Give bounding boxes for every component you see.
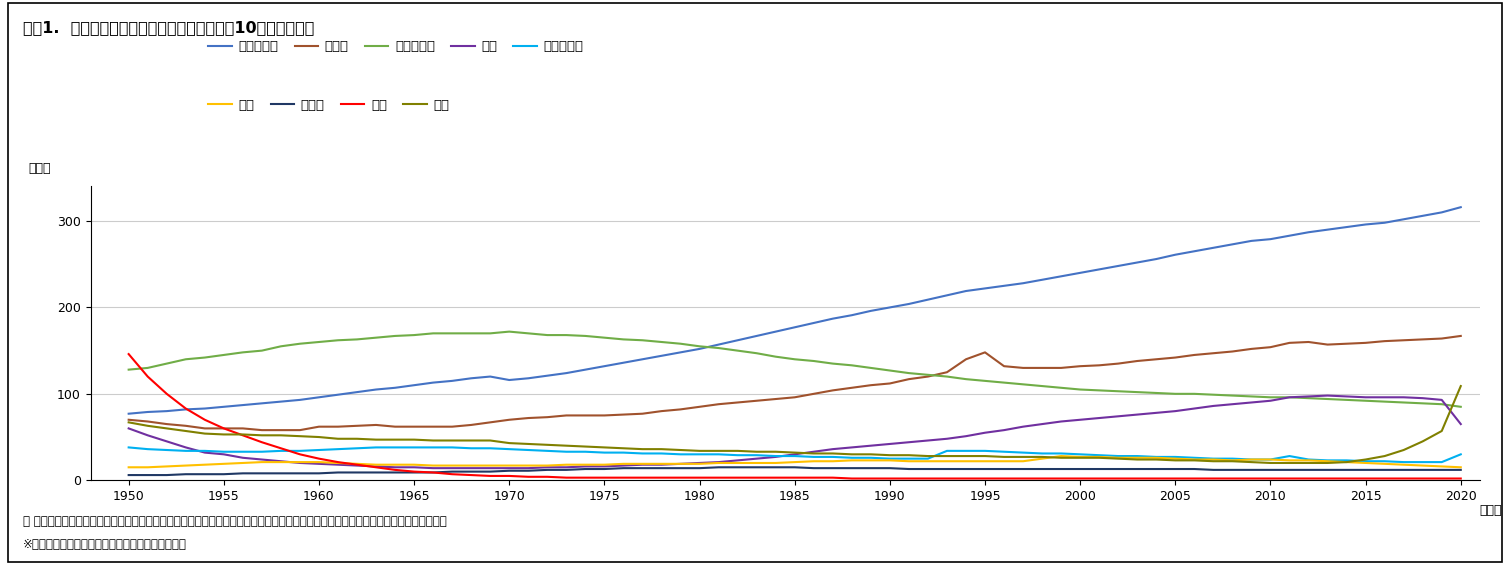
Line: 脳血管疾患: 脳血管疾患	[128, 332, 1460, 407]
脳血管疾患	[1395, 399, 1413, 406]
老衰	[500, 440, 518, 446]
肺炎	[1318, 392, 1336, 399]
不慮の事故	[500, 446, 518, 453]
自殺	[157, 463, 175, 470]
老衰	[1451, 383, 1469, 389]
肺炎	[938, 436, 956, 442]
心疾患	[157, 421, 175, 428]
肺炎	[119, 425, 137, 432]
肺炎	[1356, 394, 1374, 401]
悪性新生物	[767, 328, 785, 335]
心疾患	[1395, 337, 1413, 344]
自殺	[920, 458, 938, 464]
Line: 自殺: 自殺	[128, 456, 1460, 467]
Text: ＊ 悪性新生物は腫瘍を指す。心疾患は高血圧性のものを除く。死亡率には、年齢調整（人口の年齢構成の変化の調整）をしていない。: ＊ 悪性新生物は腫瘍を指す。心疾患は高血圧性のものを除く。死亡率には、年齢調整（…	[23, 515, 447, 528]
自殺	[767, 459, 785, 466]
不慮の事故	[1451, 451, 1469, 458]
肝疾患	[1395, 467, 1413, 473]
自殺	[119, 464, 137, 471]
老衰	[1261, 459, 1279, 466]
自殺	[500, 462, 518, 469]
心疾患	[938, 369, 956, 376]
肝疾患	[1148, 466, 1166, 472]
Line: 不慮の事故: 不慮の事故	[128, 447, 1460, 462]
脳血管疾患	[157, 360, 175, 367]
悪性新生物	[119, 410, 137, 417]
肝疾患	[500, 467, 518, 474]
結核	[119, 351, 137, 358]
老衰	[157, 425, 175, 432]
老衰	[920, 453, 938, 459]
結核	[1148, 475, 1166, 482]
悪性新生物	[500, 377, 518, 384]
肝疾患	[938, 466, 956, 472]
心疾患	[785, 394, 803, 401]
不慮の事故	[157, 446, 175, 453]
悪性新生物	[920, 296, 938, 303]
自殺	[1451, 464, 1469, 471]
肺炎	[424, 465, 442, 472]
脳血管疾患	[519, 330, 538, 337]
悪性新生物	[1451, 204, 1469, 211]
脳血管疾患	[1451, 403, 1469, 410]
Line: 肺炎: 肺炎	[128, 396, 1460, 468]
肺炎	[157, 438, 175, 445]
老衰	[1128, 456, 1146, 463]
Legend: 自殺, 肝疾患, 結核, 老衰: 自殺, 肝疾患, 結核, 老衰	[208, 99, 448, 112]
心疾患	[519, 415, 538, 421]
脳血管疾患	[119, 366, 137, 373]
悪性新生物	[157, 408, 175, 415]
脳血管疾患	[938, 373, 956, 380]
Line: 老衰: 老衰	[128, 386, 1460, 463]
不慮の事故	[920, 455, 938, 462]
Text: ※「人口動態統計」（厚生労働省）より、筆者作成: ※「人口動態統計」（厚生労働省）より、筆者作成	[23, 538, 187, 551]
肺炎	[785, 451, 803, 458]
不慮の事故	[1395, 459, 1413, 466]
脳血管疾患	[500, 328, 518, 335]
心疾患	[1451, 333, 1469, 340]
Text: 図表1.  日本の主な死因別死亡率の推移（人口10万人あたり）: 図表1. 日本の主な死因別死亡率の推移（人口10万人あたり）	[23, 20, 314, 35]
結核	[157, 390, 175, 397]
不慮の事故	[767, 453, 785, 459]
老衰	[767, 449, 785, 455]
結核	[843, 475, 861, 482]
結核	[1395, 475, 1413, 482]
悪性新生物	[1376, 219, 1394, 226]
Text: （人）: （人）	[29, 162, 51, 175]
肺炎	[310, 460, 328, 467]
悪性新生物	[615, 359, 633, 366]
結核	[938, 475, 956, 482]
Line: 結核: 結核	[128, 354, 1460, 479]
肝疾患	[710, 464, 728, 471]
不慮の事故	[119, 444, 137, 451]
脳血管疾患	[1148, 390, 1166, 397]
脳血管疾患	[785, 356, 803, 363]
Line: 心疾患: 心疾患	[128, 336, 1460, 430]
Text: （年）: （年）	[1480, 504, 1502, 517]
老衰	[1395, 446, 1413, 453]
肝疾患	[119, 472, 137, 479]
不慮の事故	[1128, 453, 1146, 459]
自殺	[1052, 453, 1071, 459]
肝疾患	[785, 464, 803, 471]
結核	[1451, 475, 1469, 482]
Line: 肝疾患: 肝疾患	[128, 467, 1460, 475]
肺炎	[1451, 421, 1469, 428]
Line: 悪性新生物: 悪性新生物	[128, 207, 1460, 414]
肝疾患	[1451, 467, 1469, 473]
結核	[500, 472, 518, 479]
心疾患	[1148, 356, 1166, 363]
肝疾患	[157, 472, 175, 479]
老衰	[119, 419, 137, 426]
心疾患	[119, 416, 137, 423]
不慮の事故	[1376, 458, 1394, 464]
結核	[767, 474, 785, 481]
肺炎	[1413, 395, 1431, 402]
心疾患	[252, 427, 270, 433]
自殺	[1395, 461, 1413, 468]
自殺	[1148, 454, 1166, 461]
